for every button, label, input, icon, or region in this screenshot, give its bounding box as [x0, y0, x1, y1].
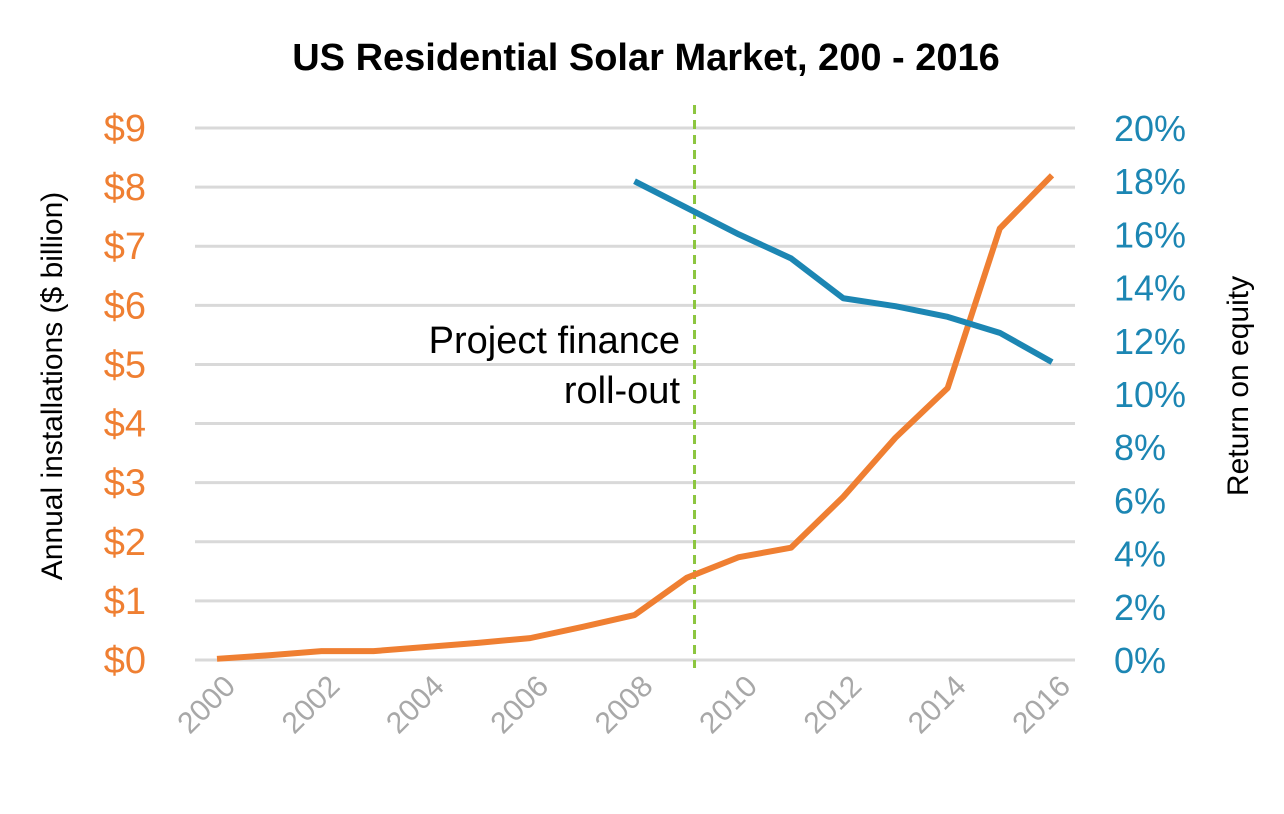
- x-tick-label: 2014: [902, 670, 973, 741]
- left-tick-label: $0: [104, 640, 146, 682]
- x-tick-label: 2002: [276, 670, 347, 741]
- right-tick-label: 12%: [1114, 321, 1186, 362]
- annotation-line-1: Project finance: [429, 320, 680, 362]
- series-line-return-on-equity: [633, 178, 1054, 365]
- right-tick-label: 6%: [1114, 480, 1166, 521]
- left-tick-label: $7: [104, 226, 146, 268]
- annotation-line-2: roll-out: [564, 370, 681, 412]
- left-axis-ticks: $0 $1 $2 $3 $4 $5 $6 $7 $8 $9: [104, 108, 146, 682]
- x-tick-label: 2008: [589, 670, 660, 741]
- left-tick-label: $2: [104, 522, 146, 564]
- left-tick-label: $8: [104, 167, 146, 209]
- x-tick-label: 2006: [485, 670, 556, 741]
- right-tick-label: 18%: [1114, 161, 1186, 202]
- right-tick-label: 20%: [1114, 108, 1186, 149]
- x-tick-label: 2004: [380, 670, 451, 741]
- left-tick-label: $4: [104, 404, 146, 446]
- left-tick-label: $3: [104, 463, 146, 505]
- left-tick-label: $9: [104, 108, 146, 150]
- left-tick-label: $1: [104, 581, 146, 623]
- x-tick-label: 2000: [171, 670, 242, 741]
- gridlines: [195, 126, 1075, 662]
- right-tick-label: 14%: [1114, 268, 1186, 309]
- x-tick-label: 2016: [1006, 670, 1077, 741]
- series: [216, 173, 1055, 662]
- right-tick-label: 4%: [1114, 534, 1166, 575]
- right-tick-label: 0%: [1114, 640, 1166, 681]
- right-tick-label: 8%: [1114, 427, 1166, 468]
- right-tick-label: 2%: [1114, 587, 1166, 628]
- left-axis-label: Annual installations ($ billion): [36, 192, 69, 581]
- left-tick-label: $6: [104, 285, 146, 327]
- right-axis-label: Return on equity: [1222, 276, 1255, 496]
- right-axis-ticks: 0% 2% 4% 6% 8% 10% 12% 14% 16% 18% 20%: [1114, 108, 1186, 681]
- chart-title: US Residential Solar Market, 200 - 2016: [292, 37, 1000, 79]
- series-line-installations: [216, 173, 1055, 662]
- right-tick-label: 10%: [1114, 374, 1186, 415]
- left-tick-label: $5: [104, 344, 146, 386]
- x-tick-label: 2010: [693, 670, 764, 741]
- x-tick-label: 2012: [798, 670, 869, 741]
- annotation: Project finance roll-out: [429, 105, 697, 668]
- x-axis-ticks: 2000 2002 2004 2006 2008 2010 2012 2014 2016: [171, 670, 1077, 741]
- right-tick-label: 16%: [1114, 214, 1186, 255]
